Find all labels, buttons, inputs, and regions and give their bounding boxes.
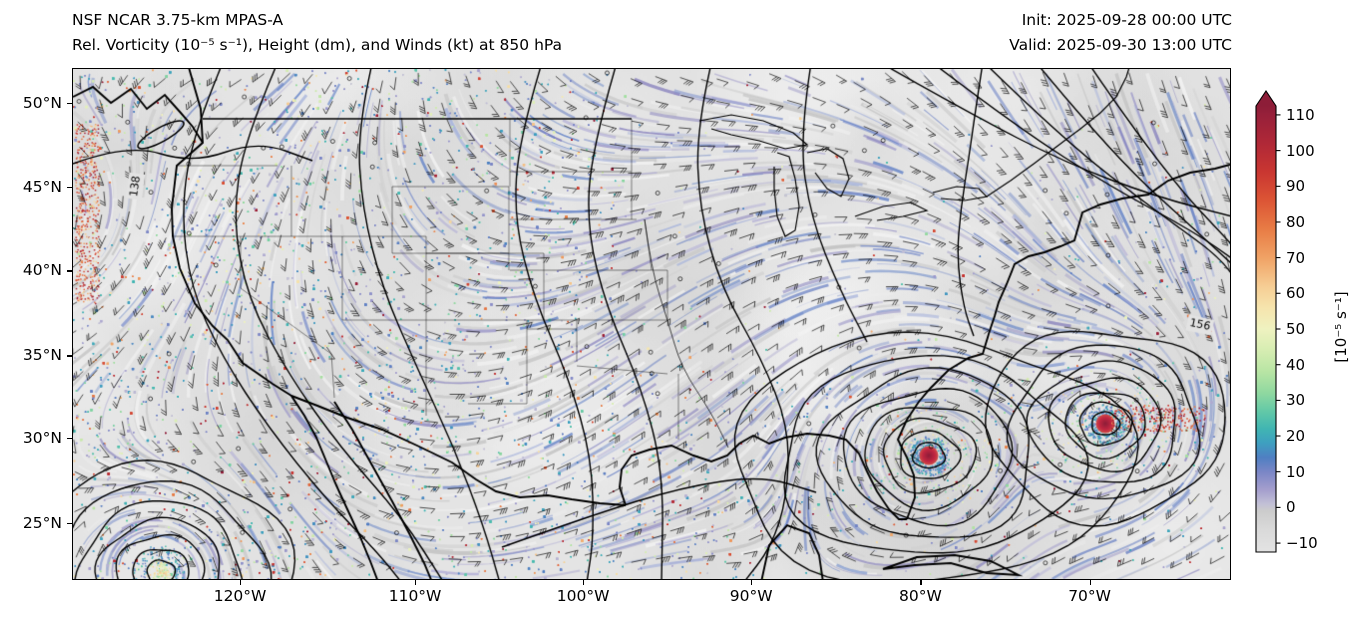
colorbar xyxy=(1254,90,1284,560)
y-tick-label: 50°N xyxy=(22,93,62,112)
colorbar-tick-label: 110 xyxy=(1286,105,1315,124)
time-block: Init: 2025-09-28 00:00 UTC Valid: 2025-0… xyxy=(1009,8,1232,58)
colorbar-unit-label: [10⁻⁵ s⁻¹] xyxy=(1332,291,1350,363)
x-tick-label: 110°W xyxy=(388,587,442,605)
colorbar-tick-label: 0 xyxy=(1286,498,1296,517)
colorbar-tick-label: 40 xyxy=(1286,355,1306,374)
colorbar-tick-label: 80 xyxy=(1286,212,1306,231)
x-tick-label: 90°W xyxy=(729,587,773,605)
y-tick-label: 40°N xyxy=(22,261,62,280)
y-tick-mark xyxy=(67,102,72,105)
x-tick-mark xyxy=(240,580,242,585)
colorbar-tick-label: 100 xyxy=(1286,141,1315,160)
x-tick-label: 70°W xyxy=(1068,587,1111,605)
colorbar-gradient xyxy=(1255,90,1281,553)
x-tick-label: 120°W xyxy=(213,587,267,605)
x-tick-label: 80°W xyxy=(898,587,942,605)
colorbar-tick-label: 90 xyxy=(1286,177,1306,196)
map-plot-area xyxy=(72,68,1231,580)
x-tick-mark xyxy=(1089,580,1091,585)
y-tick-label: 35°N xyxy=(22,346,62,365)
valid-time-label: Valid: 2025-09-30 13:00 UTC xyxy=(1009,36,1232,54)
x-tick-label: 100°W xyxy=(556,587,610,605)
vorticity-height-wind-map xyxy=(73,69,1230,579)
colorbar-tick-label: 20 xyxy=(1286,427,1306,446)
y-tick-mark xyxy=(67,270,72,272)
colorbar-tick-label: 10 xyxy=(1286,462,1306,481)
y-tick-mark xyxy=(67,523,72,525)
y-tick-label: 25°N xyxy=(22,514,62,533)
y-tick-label: 30°N xyxy=(22,429,62,448)
y-tick-mark xyxy=(67,186,72,189)
init-time-label: Init: 2025-09-28 00:00 UTC xyxy=(1021,11,1232,29)
colorbar-tick-label: −10 xyxy=(1286,534,1318,553)
colorbar-tick-label: 60 xyxy=(1286,284,1306,303)
x-tick-mark xyxy=(583,580,585,585)
y-tick-label: 45°N xyxy=(22,177,62,196)
colorbar-tick-label: 70 xyxy=(1286,248,1306,267)
x-tick-mark xyxy=(920,580,922,585)
x-tick-mark xyxy=(415,580,417,585)
colorbar-tick-label: 30 xyxy=(1286,391,1306,410)
y-tick-mark xyxy=(67,355,72,357)
y-tick-mark xyxy=(67,438,72,440)
figure-subtitle: Rel. Vorticity (10⁻⁵ s⁻¹), Height (dm), … xyxy=(72,36,563,54)
x-tick-mark xyxy=(751,580,753,585)
title-block: NSF NCAR 3.75-km MPAS-A Rel. Vorticity (… xyxy=(72,8,562,58)
colorbar-tick-label: 50 xyxy=(1286,320,1306,338)
figure-title: NSF NCAR 3.75-km MPAS-A xyxy=(72,11,284,29)
